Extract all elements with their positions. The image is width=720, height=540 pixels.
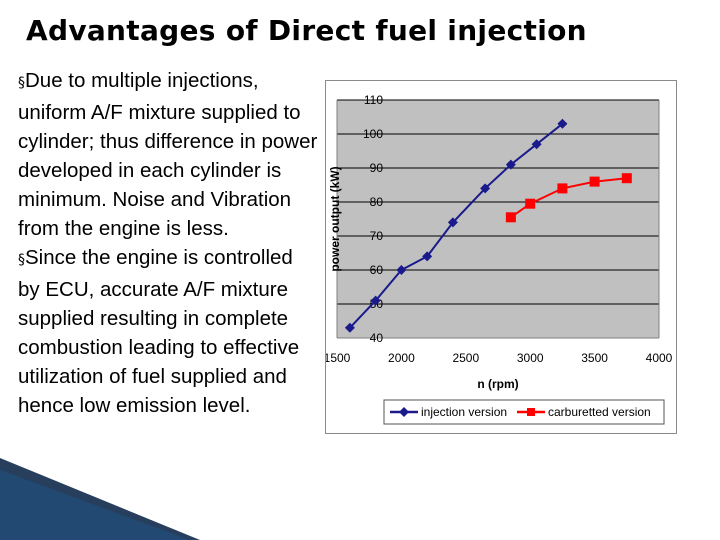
power-chart: 4050607080901001101500200025003000350040… (325, 80, 677, 434)
y-tick-label: 70 (370, 229, 384, 243)
y-tick-label: 90 (370, 161, 384, 175)
bullet-item: §Since the engine is controlled by ECU, … (18, 243, 318, 420)
x-tick-label: 2500 (452, 351, 479, 365)
data-point-carburetted (589, 176, 600, 187)
bullet-icon: § (18, 75, 25, 91)
bullet-icon: § (18, 252, 25, 268)
x-tick-label: 1500 (326, 351, 351, 365)
legend-label-carburetted: carburetted version (548, 405, 651, 419)
bullet-list: §Due to multiple injections, uniform A/F… (18, 66, 318, 420)
y-tick-label: 80 (370, 195, 384, 209)
slide-title: Advantages of Direct fuel injection (26, 14, 587, 47)
x-tick-label: 3500 (581, 351, 608, 365)
data-point-carburetted (557, 183, 568, 194)
corner-swoosh-inner (0, 470, 190, 540)
data-point-injection (480, 183, 491, 194)
data-point-injection (531, 139, 542, 150)
legend: injection version carburetted version (383, 399, 665, 425)
data-point-injection (505, 159, 516, 170)
x-tick-label: 3000 (517, 351, 544, 365)
bullet-text: Since the engine is controlled by ECU, a… (18, 246, 300, 417)
bullet-text: Due to multiple injections, uniform A/F … (18, 69, 318, 240)
legend-marker-injection (399, 407, 409, 417)
y-axis-label: power output (kW) (328, 166, 342, 271)
y-tick-label: 100 (363, 127, 383, 141)
data-point-carburetted (621, 173, 632, 184)
data-point-injection (344, 322, 355, 333)
x-axis-label: n (rpm) (477, 377, 518, 391)
legend-marker-carburetted (527, 408, 535, 416)
grid-lines (336, 99, 660, 339)
bullet-item: §Due to multiple injections, uniform A/F… (18, 66, 318, 243)
corner-decoration (0, 458, 200, 540)
data-point-injection (396, 265, 407, 275)
data-point-injection (422, 251, 433, 262)
series-layer (344, 118, 632, 333)
y-tick-label: 60 (370, 263, 384, 277)
x-tick-label: 2000 (388, 351, 415, 365)
data-point-injection (370, 295, 381, 306)
legend-label-injection: injection version (421, 405, 507, 419)
chart-svg: 4050607080901001101500200025003000350040… (326, 93, 673, 425)
data-point-injection (447, 217, 458, 228)
data-point-carburetted (505, 212, 516, 223)
x-tick-label: 4000 (646, 351, 673, 365)
data-point-carburetted (525, 198, 536, 209)
plot-area (337, 100, 659, 338)
y-tick-label: 40 (370, 331, 384, 345)
y-tick-label: 110 (364, 93, 383, 107)
data-point-injection (557, 118, 568, 129)
